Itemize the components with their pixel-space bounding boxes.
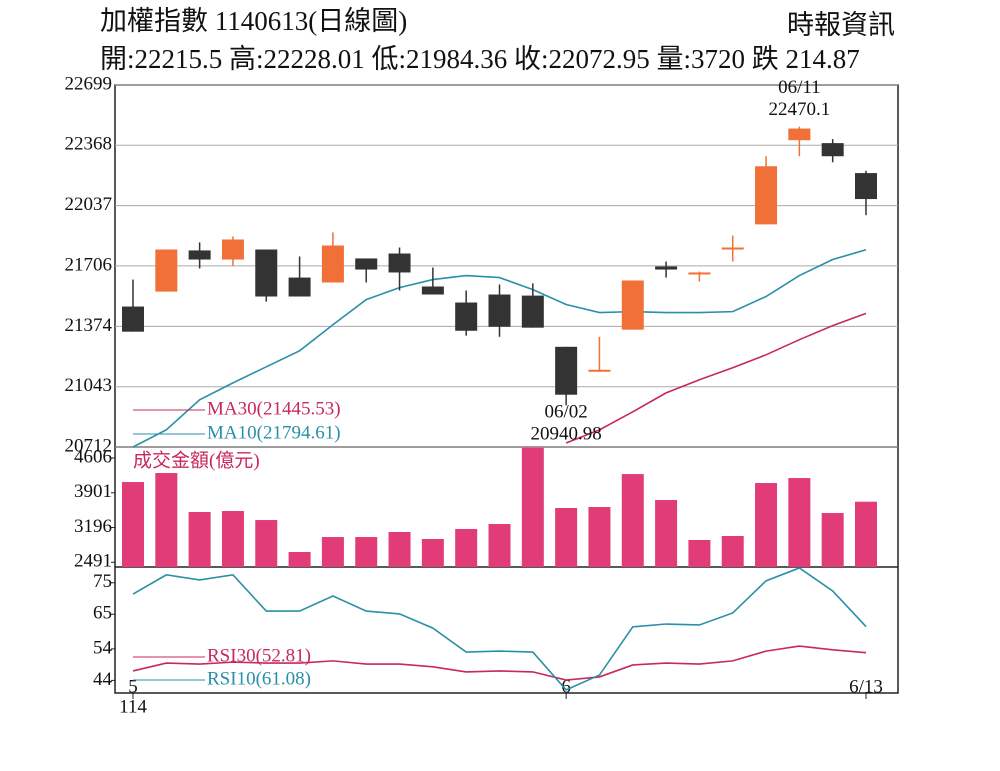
y-tick-label: 75 [93, 571, 112, 592]
volume-bar [355, 537, 378, 567]
volume-bar [321, 537, 344, 567]
candle-body [721, 247, 744, 250]
ma-line [132, 248, 867, 448]
volume-bar [255, 520, 278, 567]
candle-body [555, 346, 578, 395]
y-tick-label: 22037 [65, 194, 113, 215]
candle-body [288, 277, 311, 297]
volume-bar [488, 524, 511, 567]
volume-bar [221, 511, 244, 567]
candle-body [122, 306, 144, 332]
rsi-line [132, 567, 867, 691]
plot-frame [114, 84, 899, 694]
y-tick-label: 44 [93, 669, 113, 690]
candle-body [821, 143, 844, 157]
volume-bar [755, 483, 778, 567]
volume-bar [721, 536, 744, 567]
volume-bar [122, 482, 144, 567]
candle-body [221, 239, 244, 260]
volume-bar [688, 539, 711, 567]
candle-body [655, 266, 678, 270]
annotation-value: 20940.98 [531, 424, 602, 445]
y-tick-label: 22368 [65, 134, 113, 155]
y-tick-label: 54 [93, 637, 113, 658]
volume-bar [655, 500, 678, 567]
volume-bar [188, 512, 211, 567]
candle-body [455, 302, 478, 331]
y-tick-label: 3196 [74, 516, 112, 537]
candle-body [688, 272, 711, 275]
volume-bar [455, 529, 478, 567]
rsi-line [132, 645, 867, 681]
volume-bar [521, 447, 544, 567]
candle-body [521, 295, 544, 328]
volume-bar [388, 532, 411, 567]
volume-bar [788, 478, 811, 567]
x-tick-label: 5 [128, 676, 138, 697]
y-tick-label: 21043 [65, 375, 113, 396]
volume-bar [855, 501, 877, 567]
candle-body [255, 249, 278, 297]
candle-body [621, 280, 644, 330]
volume-bar [555, 508, 578, 567]
candle-body [588, 369, 611, 372]
candle-body [355, 258, 378, 270]
x-sublabel: 114 [119, 696, 147, 717]
candle-body [155, 249, 178, 292]
legend-label: MA10(21794.61) [207, 422, 341, 443]
legend-label: MA30(21445.53) [207, 398, 341, 419]
legend-label: RSI30(52.81) [207, 645, 311, 666]
candle-body [321, 245, 344, 283]
y-tick-label: 22699 [65, 73, 113, 94]
volume-bar [588, 507, 611, 567]
summary: 開:22215.5 高:22228.01 低:21984.36 收:22072.… [100, 44, 860, 74]
y-tick-label: 4606 [74, 446, 112, 467]
annotation: 06/11 [778, 77, 821, 98]
candle-body [755, 166, 778, 225]
volume-bar [821, 513, 844, 567]
candle-body [421, 286, 444, 295]
source: 時報資訊 [787, 10, 895, 40]
chart-title: 加權指數 1140613(日線圖) [100, 6, 407, 36]
annotation: 06/02 [544, 402, 587, 423]
y-tick-label: 20712 [65, 435, 113, 456]
candle-body [788, 128, 811, 141]
volume-bar [421, 539, 444, 567]
ma-line [565, 312, 867, 444]
legend-label: RSI10(61.08) [207, 668, 311, 689]
volume-bar [621, 474, 644, 567]
y-tick-label: 3901 [74, 481, 112, 502]
volume-bar [155, 473, 178, 567]
y-tick-label: 21374 [65, 315, 113, 336]
candle-body [855, 173, 877, 200]
x-tick-label: 6/13 [849, 676, 883, 697]
candle-body [388, 253, 411, 273]
volume-title: 成交金額(億元) [133, 449, 260, 471]
y-tick-label: 2491 [74, 551, 112, 572]
volume-bar [288, 552, 311, 567]
annotation-value: 22470.1 [768, 99, 830, 120]
candle-body [488, 294, 511, 327]
x-tick-label: 6 [561, 676, 571, 697]
candle-body [188, 250, 211, 260]
y-tick-label: 65 [93, 603, 112, 624]
y-tick-label: 21706 [65, 254, 113, 275]
